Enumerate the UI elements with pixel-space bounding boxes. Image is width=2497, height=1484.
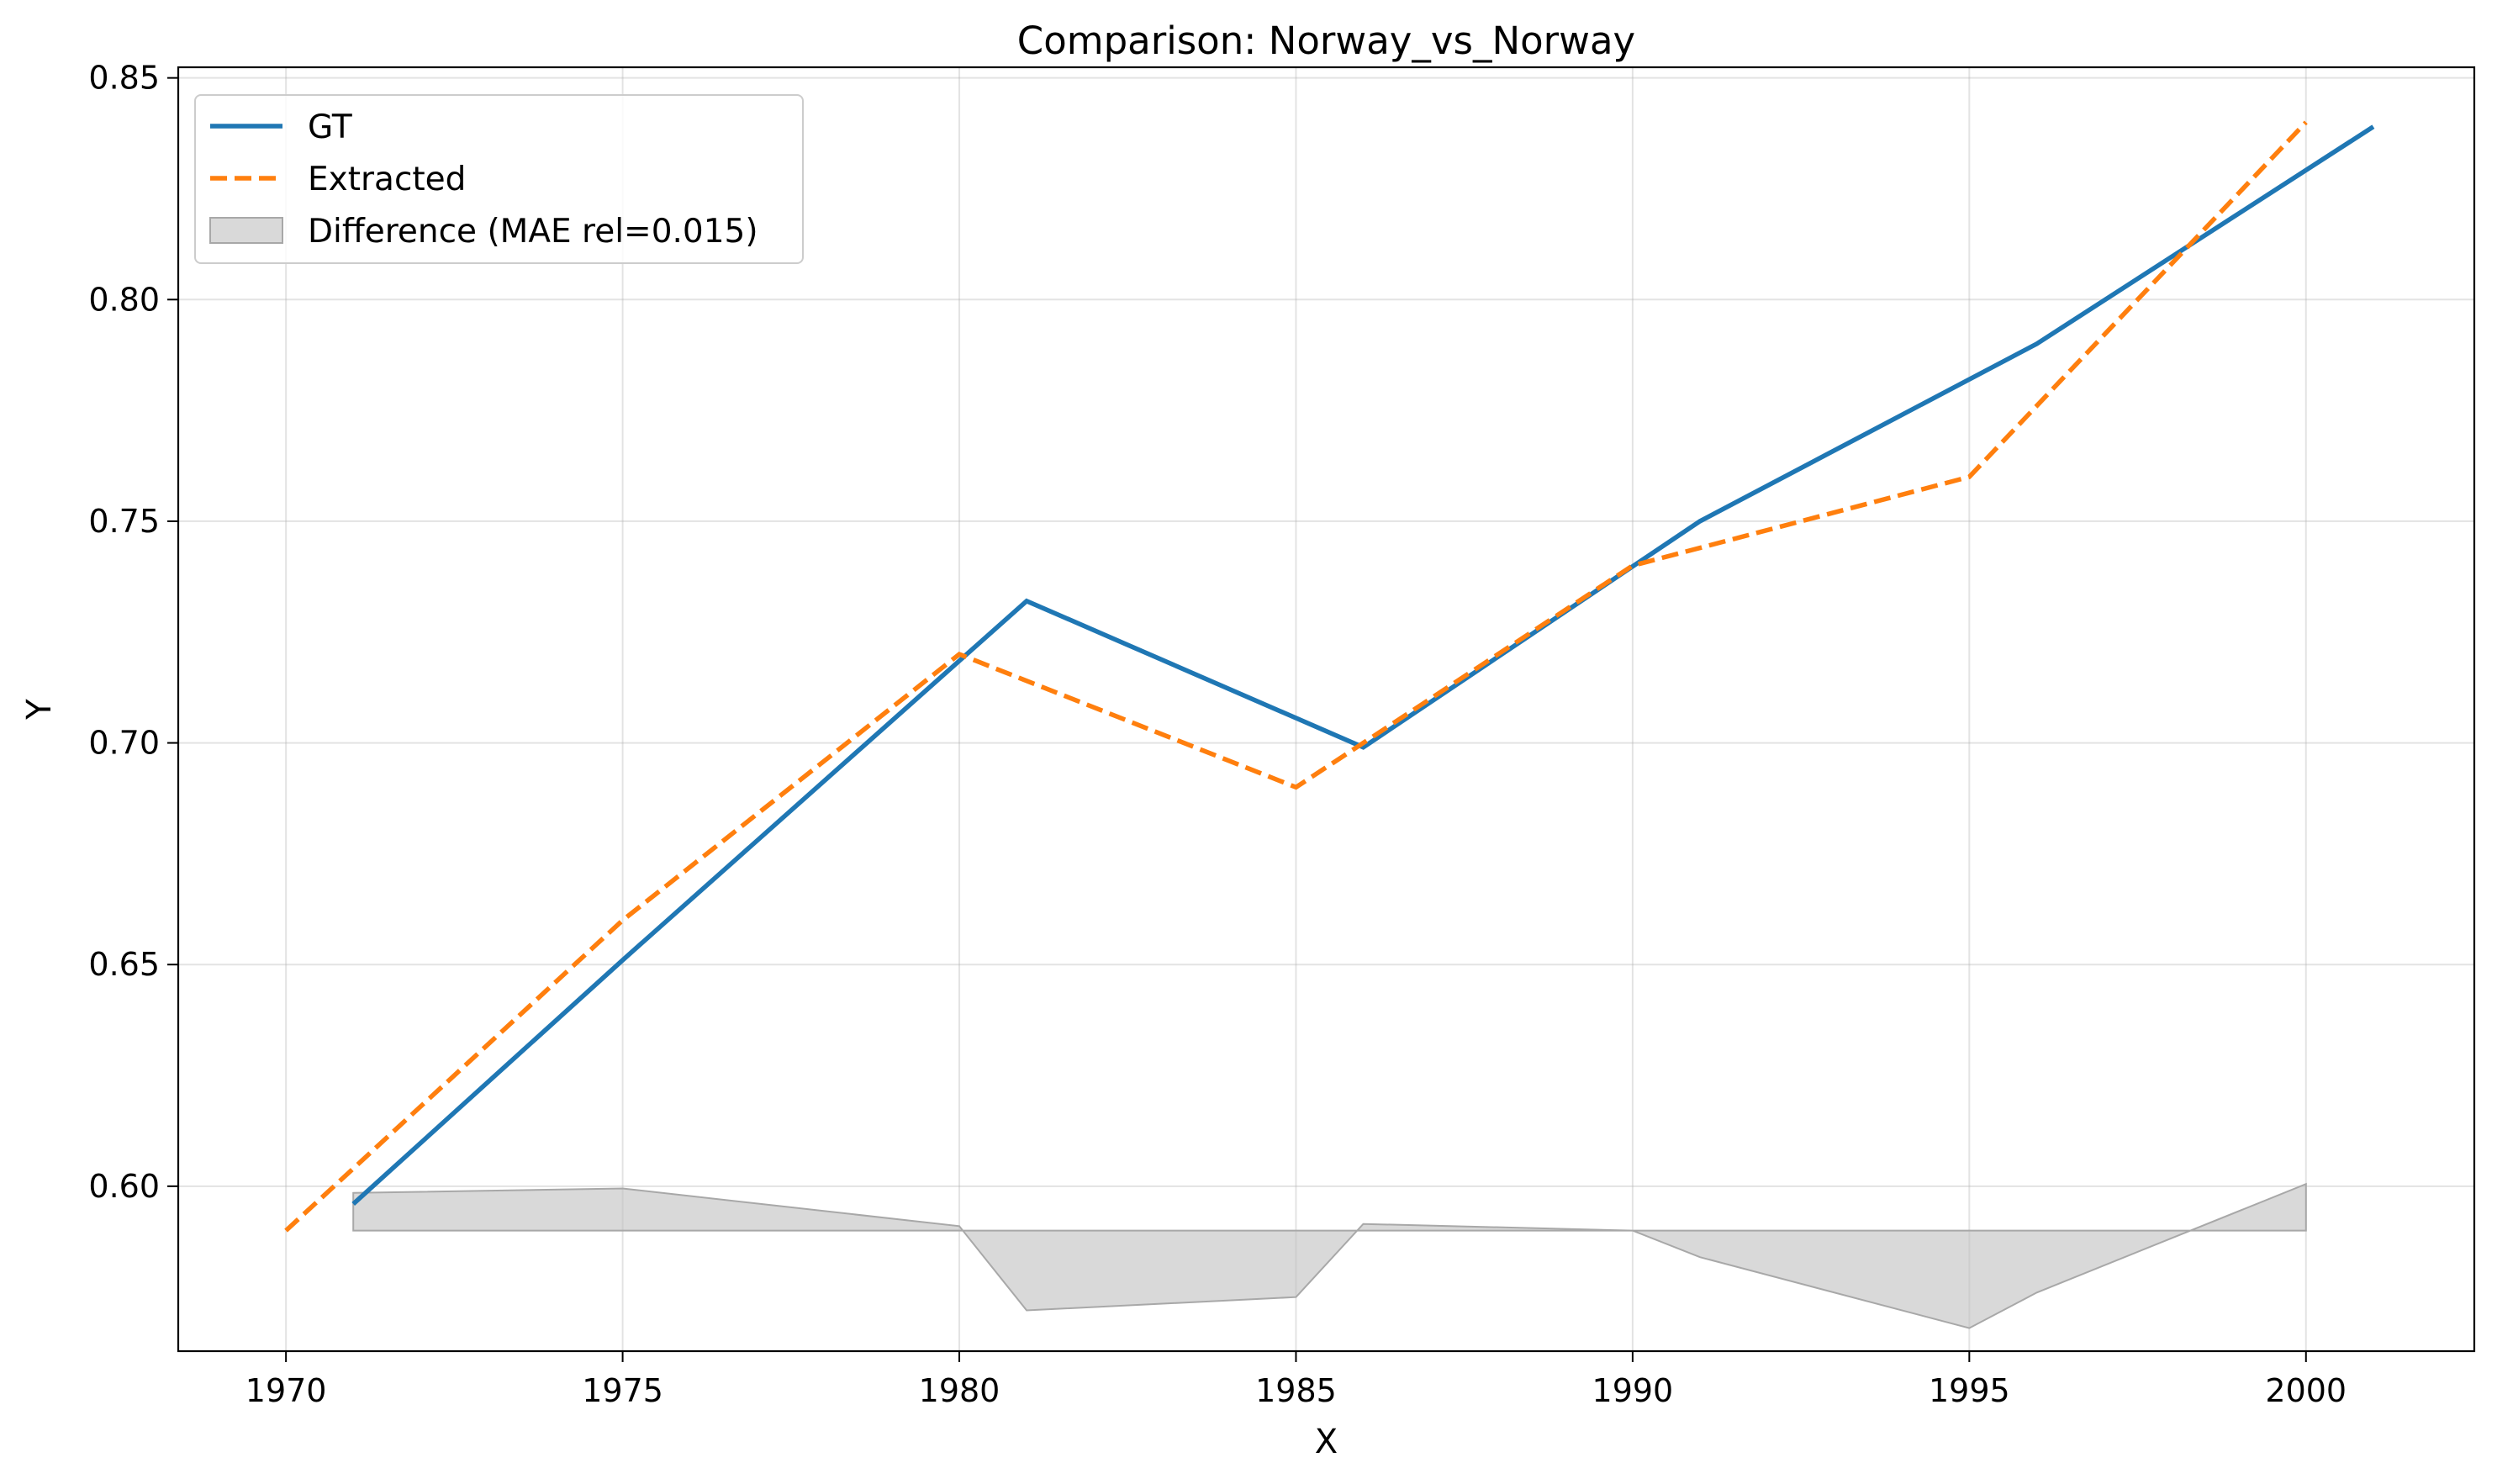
y-axis-title: Y: [20, 699, 59, 721]
extracted-line: [284, 120, 2308, 1233]
x-axis-title: X: [1315, 1423, 1338, 1461]
x-tick-label: 1980: [919, 1372, 1000, 1409]
y-tick-label: 0.65: [88, 946, 160, 983]
grid: [178, 67, 2474, 1351]
y-tick-label: 0.70: [88, 725, 160, 762]
legend: GT Extracted Difference (MAE rel=0.015): [194, 94, 804, 264]
chart-title: Comparison: Norway_vs_Norway: [1017, 18, 1635, 63]
legend-difference-swatch: [209, 217, 283, 244]
y-tick-label: 0.85: [88, 60, 160, 97]
y-tick-label: 0.75: [88, 503, 160, 540]
legend-box: [194, 94, 804, 264]
x-tick-label: 2000: [2265, 1372, 2347, 1409]
legend-extracted-label: Extracted: [308, 161, 466, 198]
y-tick-label: 0.80: [88, 281, 160, 318]
x-tick-label: 1990: [1592, 1372, 1674, 1409]
gt-line: [351, 124, 2375, 1206]
legend-difference-label: Difference (MAE rel=0.015): [308, 213, 758, 251]
difference-band: [352, 1182, 2307, 1329]
plot-frame: [177, 66, 2476, 1353]
axis-ticks: 1970 1975 1980 1985 1990 1995 2000 0.60 0.65 0.70…: [88, 60, 2347, 1409]
legend-gt-label: GT: [308, 108, 352, 146]
series-layer: [284, 120, 2375, 1233]
y-tick-label: 0.60: [88, 1168, 160, 1205]
x-tick-label: 1995: [1929, 1372, 2010, 1409]
x-tick-label: 1985: [1255, 1372, 1337, 1409]
x-tick-label: 1970: [245, 1372, 327, 1409]
x-tick-label: 1975: [582, 1372, 663, 1409]
difference-band-layer: [352, 1182, 2307, 1329]
